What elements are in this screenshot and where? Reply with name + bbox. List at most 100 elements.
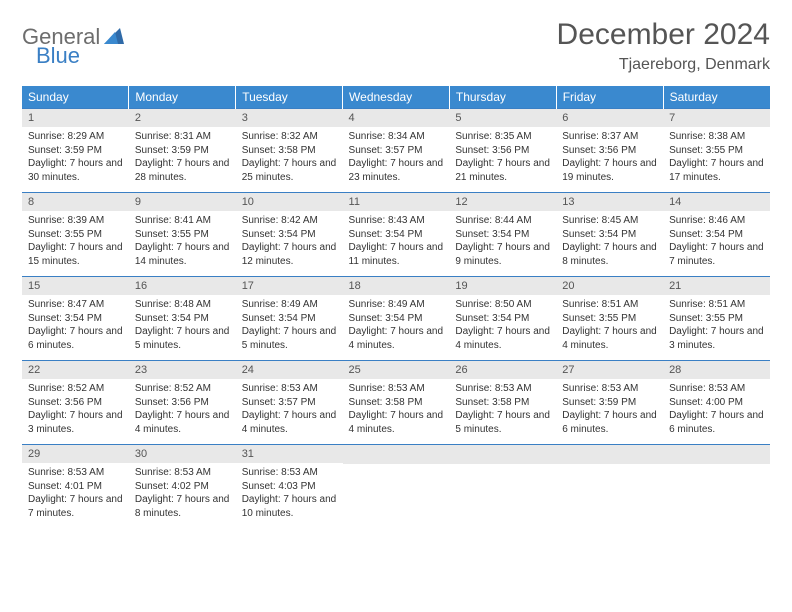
day-data: Sunrise: 8:48 AMSunset: 3:54 PMDaylight:… bbox=[129, 295, 236, 360]
dow-wednesday: Wednesday bbox=[343, 86, 450, 109]
day-data: Sunrise: 8:51 AMSunset: 3:55 PMDaylight:… bbox=[556, 295, 663, 360]
sunrise-line: Sunrise: 8:51 AM bbox=[562, 298, 657, 312]
daylight-line: Daylight: 7 hours and 15 minutes. bbox=[28, 241, 123, 268]
daylight-line: Daylight: 7 hours and 17 minutes. bbox=[669, 157, 764, 184]
empty-cell bbox=[556, 445, 663, 464]
daylight-line: Daylight: 7 hours and 21 minutes. bbox=[455, 157, 550, 184]
day-data: Sunrise: 8:52 AMSunset: 3:56 PMDaylight:… bbox=[129, 379, 236, 444]
calendar-row: 1Sunrise: 8:29 AMSunset: 3:59 PMDaylight… bbox=[22, 109, 770, 193]
calendar-row: 22Sunrise: 8:52 AMSunset: 3:56 PMDayligh… bbox=[22, 361, 770, 445]
daylight-line: Daylight: 7 hours and 6 minutes. bbox=[28, 325, 123, 352]
sunrise-line: Sunrise: 8:45 AM bbox=[562, 214, 657, 228]
daylight-line: Daylight: 7 hours and 9 minutes. bbox=[455, 241, 550, 268]
location: Tjaereborg, Denmark bbox=[557, 56, 770, 74]
calendar-table: Sunday Monday Tuesday Wednesday Thursday… bbox=[22, 86, 770, 528]
day-data: Sunrise: 8:41 AMSunset: 3:55 PMDaylight:… bbox=[129, 211, 236, 276]
calendar-cell: 27Sunrise: 8:53 AMSunset: 3:59 PMDayligh… bbox=[556, 361, 663, 445]
calendar-cell: 19Sunrise: 8:50 AMSunset: 3:54 PMDayligh… bbox=[449, 277, 556, 361]
day-data: Sunrise: 8:35 AMSunset: 3:56 PMDaylight:… bbox=[449, 127, 556, 192]
sunset-line: Sunset: 3:55 PM bbox=[669, 144, 764, 158]
sunset-line: Sunset: 3:57 PM bbox=[349, 144, 444, 158]
day-data: Sunrise: 8:53 AMSunset: 4:03 PMDaylight:… bbox=[236, 463, 343, 528]
calendar-cell: 10Sunrise: 8:42 AMSunset: 3:54 PMDayligh… bbox=[236, 193, 343, 277]
sunrise-line: Sunrise: 8:37 AM bbox=[562, 130, 657, 144]
sunset-line: Sunset: 3:54 PM bbox=[242, 312, 337, 326]
day-number: 9 bbox=[129, 193, 236, 211]
sunrise-line: Sunrise: 8:46 AM bbox=[669, 214, 764, 228]
sunset-line: Sunset: 3:56 PM bbox=[562, 144, 657, 158]
daylight-line: Daylight: 7 hours and 4 minutes. bbox=[455, 325, 550, 352]
day-number: 29 bbox=[22, 445, 129, 463]
day-number: 21 bbox=[663, 277, 770, 295]
day-data: Sunrise: 8:53 AMSunset: 4:01 PMDaylight:… bbox=[22, 463, 129, 528]
day-data: Sunrise: 8:53 AMSunset: 4:02 PMDaylight:… bbox=[129, 463, 236, 528]
daylight-line: Daylight: 7 hours and 4 minutes. bbox=[135, 409, 230, 436]
dow-tuesday: Tuesday bbox=[236, 86, 343, 109]
day-data: Sunrise: 8:38 AMSunset: 3:55 PMDaylight:… bbox=[663, 127, 770, 192]
day-number: 23 bbox=[129, 361, 236, 379]
sunrise-line: Sunrise: 8:53 AM bbox=[135, 466, 230, 480]
day-data: Sunrise: 8:42 AMSunset: 3:54 PMDaylight:… bbox=[236, 211, 343, 276]
day-data: Sunrise: 8:53 AMSunset: 4:00 PMDaylight:… bbox=[663, 379, 770, 444]
dow-sunday: Sunday bbox=[22, 86, 129, 109]
daylight-line: Daylight: 7 hours and 11 minutes. bbox=[349, 241, 444, 268]
daylight-line: Daylight: 7 hours and 30 minutes. bbox=[28, 157, 123, 184]
day-number: 5 bbox=[449, 109, 556, 127]
sunset-line: Sunset: 3:55 PM bbox=[135, 228, 230, 242]
calendar-cell: 30Sunrise: 8:53 AMSunset: 4:02 PMDayligh… bbox=[129, 445, 236, 529]
day-number: 13 bbox=[556, 193, 663, 211]
day-number: 7 bbox=[663, 109, 770, 127]
dow-saturday: Saturday bbox=[663, 86, 770, 109]
sunset-line: Sunset: 3:56 PM bbox=[135, 396, 230, 410]
daylight-line: Daylight: 7 hours and 25 minutes. bbox=[242, 157, 337, 184]
day-data: Sunrise: 8:50 AMSunset: 3:54 PMDaylight:… bbox=[449, 295, 556, 360]
calendar-row: 29Sunrise: 8:53 AMSunset: 4:01 PMDayligh… bbox=[22, 445, 770, 529]
daylight-line: Daylight: 7 hours and 5 minutes. bbox=[242, 325, 337, 352]
day-number: 18 bbox=[343, 277, 450, 295]
sunset-line: Sunset: 4:00 PM bbox=[669, 396, 764, 410]
day-data: Sunrise: 8:45 AMSunset: 3:54 PMDaylight:… bbox=[556, 211, 663, 276]
day-data: Sunrise: 8:51 AMSunset: 3:55 PMDaylight:… bbox=[663, 295, 770, 360]
day-number: 6 bbox=[556, 109, 663, 127]
calendar-cell: 20Sunrise: 8:51 AMSunset: 3:55 PMDayligh… bbox=[556, 277, 663, 361]
calendar-cell bbox=[556, 445, 663, 529]
day-data: Sunrise: 8:52 AMSunset: 3:56 PMDaylight:… bbox=[22, 379, 129, 444]
daylight-line: Daylight: 7 hours and 12 minutes. bbox=[242, 241, 337, 268]
calendar-cell: 6Sunrise: 8:37 AMSunset: 3:56 PMDaylight… bbox=[556, 109, 663, 193]
sunrise-line: Sunrise: 8:44 AM bbox=[455, 214, 550, 228]
sunrise-line: Sunrise: 8:50 AM bbox=[455, 298, 550, 312]
sunrise-line: Sunrise: 8:53 AM bbox=[349, 382, 444, 396]
sunset-line: Sunset: 3:54 PM bbox=[455, 228, 550, 242]
logo-text-blue-wrap: Blue bbox=[36, 43, 80, 69]
sunset-line: Sunset: 3:58 PM bbox=[455, 396, 550, 410]
day-number: 4 bbox=[343, 109, 450, 127]
day-data: Sunrise: 8:49 AMSunset: 3:54 PMDaylight:… bbox=[236, 295, 343, 360]
daylight-line: Daylight: 7 hours and 7 minutes. bbox=[28, 493, 123, 520]
calendar-cell: 8Sunrise: 8:39 AMSunset: 3:55 PMDaylight… bbox=[22, 193, 129, 277]
calendar-cell: 14Sunrise: 8:46 AMSunset: 3:54 PMDayligh… bbox=[663, 193, 770, 277]
calendar-cell bbox=[449, 445, 556, 529]
daylight-line: Daylight: 7 hours and 4 minutes. bbox=[349, 409, 444, 436]
day-data: Sunrise: 8:44 AMSunset: 3:54 PMDaylight:… bbox=[449, 211, 556, 276]
daylight-line: Daylight: 7 hours and 3 minutes. bbox=[669, 325, 764, 352]
sunset-line: Sunset: 3:54 PM bbox=[349, 312, 444, 326]
sunrise-line: Sunrise: 8:31 AM bbox=[135, 130, 230, 144]
sunset-line: Sunset: 3:54 PM bbox=[28, 312, 123, 326]
daylight-line: Daylight: 7 hours and 28 minutes. bbox=[135, 157, 230, 184]
day-number: 26 bbox=[449, 361, 556, 379]
sunrise-line: Sunrise: 8:53 AM bbox=[242, 382, 337, 396]
day-number: 14 bbox=[663, 193, 770, 211]
day-data: Sunrise: 8:53 AMSunset: 3:58 PMDaylight:… bbox=[343, 379, 450, 444]
sunrise-line: Sunrise: 8:53 AM bbox=[455, 382, 550, 396]
day-number: 28 bbox=[663, 361, 770, 379]
day-number: 2 bbox=[129, 109, 236, 127]
dow-row: Sunday Monday Tuesday Wednesday Thursday… bbox=[22, 86, 770, 109]
sunset-line: Sunset: 3:56 PM bbox=[455, 144, 550, 158]
day-number: 24 bbox=[236, 361, 343, 379]
daylight-line: Daylight: 7 hours and 5 minutes. bbox=[455, 409, 550, 436]
daylight-line: Daylight: 7 hours and 4 minutes. bbox=[562, 325, 657, 352]
day-number: 16 bbox=[129, 277, 236, 295]
day-number: 31 bbox=[236, 445, 343, 463]
calendar-row: 15Sunrise: 8:47 AMSunset: 3:54 PMDayligh… bbox=[22, 277, 770, 361]
calendar-cell: 13Sunrise: 8:45 AMSunset: 3:54 PMDayligh… bbox=[556, 193, 663, 277]
